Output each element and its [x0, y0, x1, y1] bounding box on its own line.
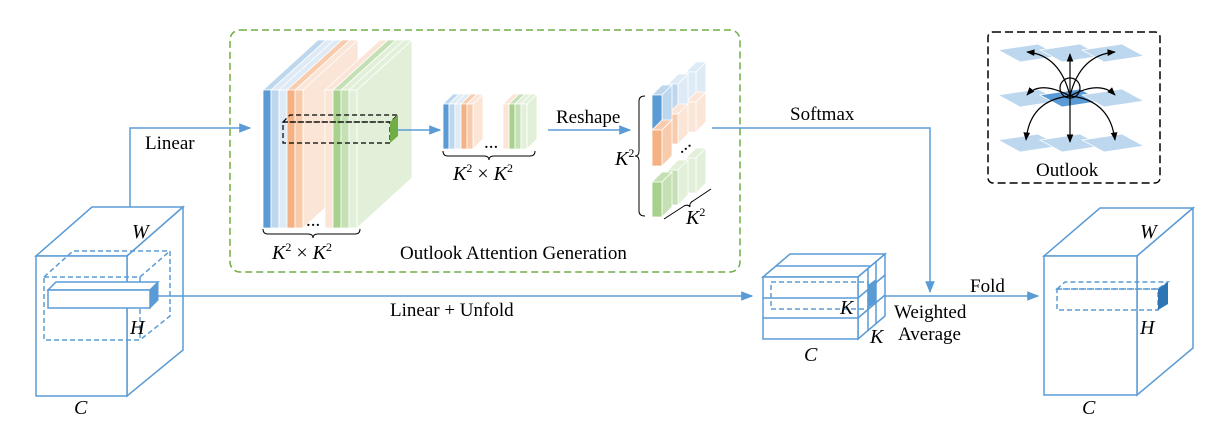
sliding-window [281, 114, 400, 144]
slab-front [460, 103, 468, 150]
slab-side [526, 93, 538, 150]
unfolded-values-cube: K K C [760, 252, 888, 366]
attention-generation-group [229, 29, 741, 273]
attention-generation-label: Outlook Attention Generation [400, 243, 627, 264]
small-dim-label: K2 × K2 [452, 161, 513, 185]
linear-label: Linear [145, 133, 195, 154]
svg-text:C: C [74, 397, 88, 419]
svg-text:C: C [804, 344, 818, 366]
reshaped-weights [651, 61, 707, 218]
svg-text:W: W [132, 221, 151, 243]
svg-text:K2: K2 [685, 205, 705, 229]
average-label: Average [898, 324, 961, 345]
outlook-inset: Outlook [987, 31, 1161, 184]
slab-front [286, 89, 296, 229]
slab-front [348, 89, 358, 229]
brace-small [442, 150, 536, 161]
slab-front [508, 103, 516, 150]
slab-front [442, 103, 450, 150]
weighted-label: Weighted [894, 302, 967, 323]
svg-text:K2 × K2: K2 × K2 [271, 240, 332, 264]
svg-text:C: C [1082, 397, 1096, 419]
slab-front [502, 103, 510, 150]
slab-front [514, 103, 522, 150]
window-weights-stack [442, 93, 538, 150]
slab-front [262, 89, 272, 229]
slab-front [651, 181, 663, 218]
softmax-arrow [712, 127, 935, 294]
slab-front [332, 89, 342, 229]
slab-side [472, 93, 484, 150]
slab-front [466, 103, 474, 150]
svg-text:W: W [1140, 221, 1159, 243]
attention-weights-stack [261, 39, 414, 229]
slab-front [324, 89, 334, 229]
svg-text:K2: K2 [614, 146, 634, 170]
slab-front [520, 103, 528, 150]
svg-text:H: H [129, 317, 146, 339]
dots: ... [484, 132, 498, 153]
dots: ... [306, 210, 320, 231]
linear-unfold-label: Linear + Unfold [390, 300, 514, 321]
svg-text:K2 × K2: K2 × K2 [452, 161, 513, 185]
svg-text:H: H [1139, 317, 1156, 339]
reshape-label: Reshape [556, 107, 620, 128]
reshape-k2-left: K2 [614, 146, 634, 170]
slab-front [278, 89, 288, 229]
output-feature-cube: W H C [1041, 206, 1196, 419]
softmax-label: Softmax [790, 104, 855, 125]
slab-front [340, 89, 350, 229]
outlook-plane [1080, 88, 1146, 108]
reshape-k2-bottom: K2 [685, 205, 705, 229]
slab-front [454, 103, 462, 150]
slab-front [270, 89, 280, 229]
slab-front [294, 89, 304, 229]
outlook-plane [1080, 43, 1146, 63]
input-feature-cube: W H C [34, 205, 185, 419]
slab-front [651, 129, 663, 167]
slab-front [448, 103, 456, 150]
fold-label: Fold [970, 276, 1005, 297]
brace-big [262, 228, 361, 239]
linear-arrow [129, 123, 252, 207]
brace-diag [663, 188, 712, 220]
outlook-plane [1080, 133, 1146, 153]
svg-text:K: K [869, 326, 885, 348]
brace-left [634, 95, 646, 217]
big-dim-label: K2 × K2 [271, 240, 332, 264]
svg-text:K: K [839, 297, 855, 319]
outlook-label: Outlook [1036, 160, 1099, 181]
